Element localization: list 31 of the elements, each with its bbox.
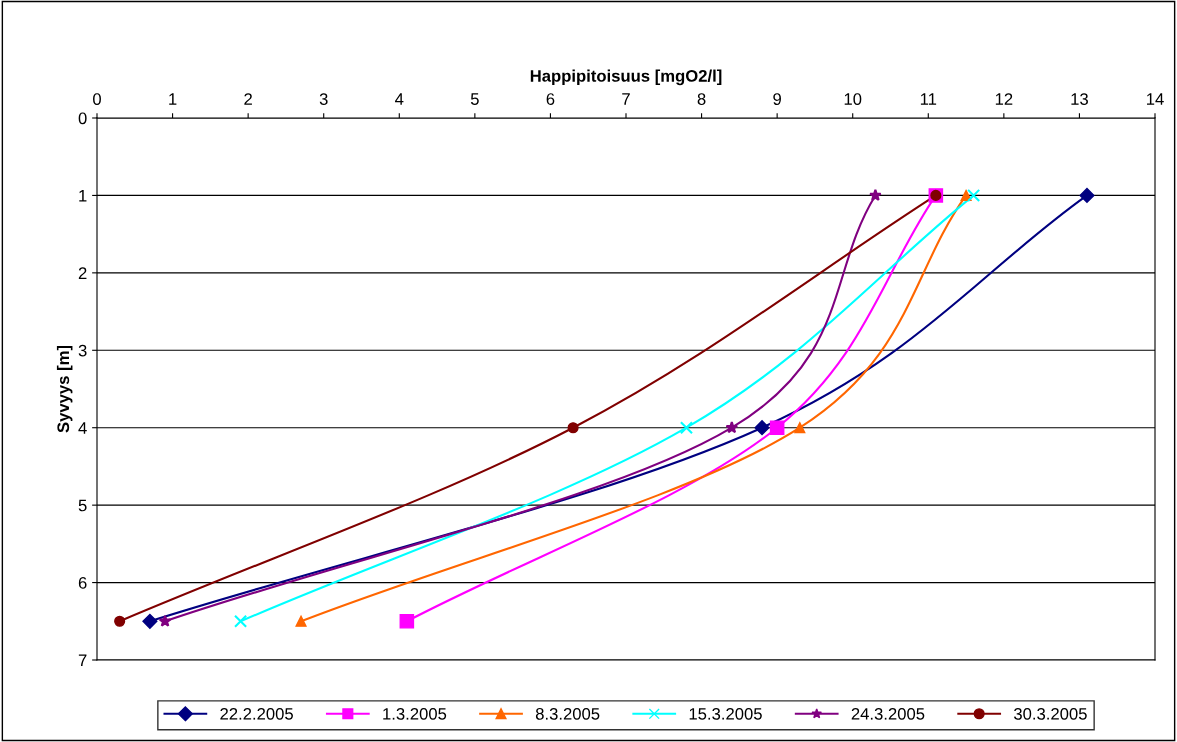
legend-label: 24.3.2005 (851, 707, 925, 720)
x-tick-label: 12 (995, 93, 1013, 105)
y-tick-label: 7 (78, 654, 87, 667)
y-tick-label: 4 (78, 422, 87, 434)
x-tick-label: 13 (1071, 93, 1088, 105)
y-tick-label: 2 (78, 267, 87, 279)
y-axis-title: Syvyys [m] (56, 345, 73, 433)
legend-label: 8.3.2005 (535, 707, 600, 720)
x-tick-label: 7 (622, 93, 630, 105)
y-tick-label: 3 (78, 344, 87, 357)
legend-label: 1.3.2005 (383, 707, 447, 720)
y-tick-label: 1 (79, 190, 87, 202)
x-axis-title: Happipitoisuus [mgO2/l] (530, 69, 722, 86)
y-tick-label: 5 (78, 499, 87, 512)
x-tick-label: 1 (169, 93, 177, 105)
y-tick-label: 6 (78, 576, 87, 589)
x-tick-label: 5 (470, 93, 479, 105)
x-tick-label: 2 (244, 93, 252, 105)
legend-label: 15.3.2005 (689, 707, 762, 720)
legend-label: 22.2.2005 (220, 707, 293, 720)
legend-label: 30.3.2005 (1013, 707, 1087, 720)
x-tick-label: 4 (395, 93, 404, 105)
x-tick-label: 3 (319, 93, 328, 105)
x-tick-label: 9 (773, 93, 781, 105)
x-tick-label: 0 (93, 93, 101, 105)
y-tick-label: 0 (78, 112, 87, 125)
x-tick-label: 14 (1147, 93, 1164, 105)
x-tick-label: 10 (844, 93, 862, 105)
x-tick-label: 8 (697, 93, 706, 105)
x-tick-label: 11 (920, 93, 937, 105)
x-tick-label: 6 (546, 93, 555, 105)
